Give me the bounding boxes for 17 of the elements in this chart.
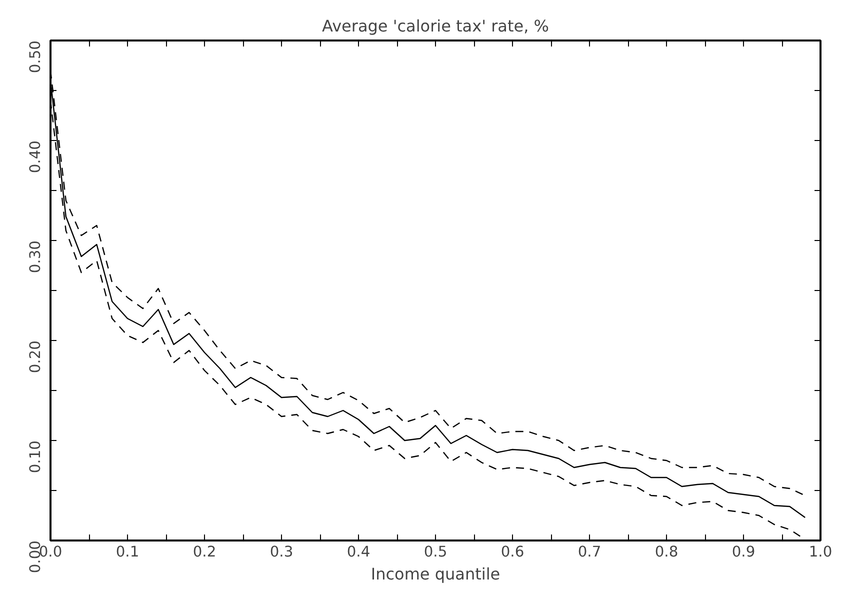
x-tick-label: 1.0	[808, 544, 832, 560]
x-tick-label: 0.7	[578, 544, 602, 560]
x-axis-title: Income quantile	[370, 564, 500, 584]
x-tick-label: 0.1	[116, 544, 140, 560]
x-tick-label: 0.4	[346, 544, 370, 560]
x-tick-label: 0.2	[192, 544, 216, 560]
x-tick-label: 0.3	[270, 544, 294, 560]
chart-title: Average 'calorie tax' rate, %	[322, 16, 549, 36]
y-tick-label: 0.40	[27, 140, 44, 174]
x-tick-label: 0.8	[654, 544, 678, 560]
y-tick-label: 0.20	[27, 340, 44, 374]
y-tick-label: 0.50	[27, 40, 44, 74]
y-tick-label: 0.10	[27, 440, 44, 474]
x-tick-label: 0.5	[424, 544, 448, 560]
x-tick-label: 0.9	[732, 544, 756, 560]
y-tick-label: 0.30	[27, 240, 44, 274]
x-tick-label: 0.6	[500, 544, 524, 560]
